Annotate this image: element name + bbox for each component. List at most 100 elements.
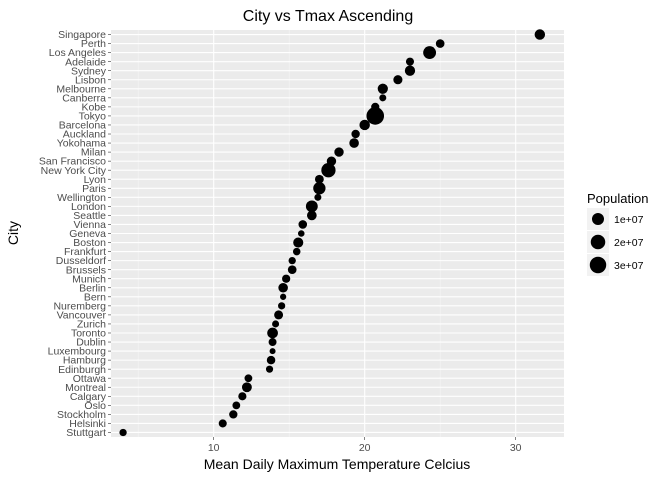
- y-tick-label: Canberra: [62, 92, 106, 104]
- y-tick-label: Ottawa: [73, 373, 106, 385]
- y-tick-label: San Francisco: [39, 156, 106, 168]
- data-point: [334, 147, 344, 157]
- legend-entries: 1e+07 2e+07 3e+07: [587, 208, 644, 276]
- data-point: [314, 193, 322, 201]
- data-point: [267, 327, 278, 339]
- y-axis-title: City: [5, 221, 21, 245]
- y-tick-label: Nuremberg: [53, 300, 106, 312]
- chart-title: City vs Tmax Ascending: [243, 8, 413, 25]
- y-tick-label: Barcelona: [59, 120, 106, 132]
- data-point: [244, 374, 253, 383]
- y-tick-label: Oslo: [84, 400, 106, 412]
- y-tick-label: Paris: [82, 183, 106, 195]
- data-point: [297, 230, 305, 237]
- y-tick-label: Berlin: [79, 282, 106, 294]
- data-point: [379, 94, 387, 102]
- y-tick-label: Melbourne: [56, 83, 106, 95]
- data-points: [119, 29, 546, 437]
- y-tick-label: Milan: [81, 147, 106, 159]
- data-point: [274, 310, 284, 320]
- data-point: [272, 320, 280, 328]
- y-tick-label: Montreal: [65, 382, 106, 394]
- y-tick-label: Stockholm: [57, 409, 106, 421]
- data-point: [287, 265, 297, 275]
- y-tick-label: London: [71, 201, 106, 213]
- data-point: [280, 293, 287, 300]
- y-tick-label: Sydney: [71, 65, 107, 77]
- y-tick-label: Luxembourg: [48, 346, 107, 358]
- data-point: [241, 382, 252, 393]
- data-point: [229, 410, 238, 419]
- y-tick-label: Frankfurt: [64, 246, 106, 258]
- data-point: [293, 237, 304, 248]
- legend-key: [590, 234, 606, 250]
- data-point: [321, 163, 336, 178]
- legend: Population 1e+07 2e+07 3e+07: [587, 191, 648, 276]
- data-point: [435, 39, 445, 48]
- data-point: [119, 428, 127, 437]
- y-tick-label: Tokyo: [79, 111, 107, 123]
- y-tick-label: Wellington: [57, 192, 106, 204]
- data-point: [278, 282, 288, 293]
- y-tick-label: Los Angeles: [49, 47, 106, 59]
- data-point: [268, 338, 277, 347]
- data-point: [232, 401, 241, 410]
- legend-label: 2e+07: [614, 237, 644, 249]
- legend-label: 1e+07: [614, 214, 644, 226]
- gridlines: [111, 30, 564, 437]
- y-tick-label: Munich: [72, 273, 106, 285]
- y-tick-label: Auckland: [63, 129, 106, 141]
- data-point: [534, 29, 546, 40]
- y-tick-label: Singapore: [58, 29, 106, 41]
- data-point: [288, 256, 296, 265]
- y-tick-label: Hamburg: [63, 355, 106, 367]
- x-tick-label: 10: [208, 442, 220, 454]
- y-tick-label: Yokohama: [57, 138, 106, 150]
- data-point: [305, 200, 318, 213]
- y-tick-label: Edinburgh: [58, 364, 106, 376]
- data-point: [269, 348, 276, 355]
- data-point: [238, 392, 247, 401]
- y-tick-label: Geneva: [69, 228, 106, 240]
- data-point: [405, 57, 415, 66]
- y-tick-label: Seattle: [73, 210, 106, 222]
- data-point: [314, 174, 324, 184]
- x-axis-title: Mean Daily Maximum Temperature Celcius: [204, 456, 471, 472]
- y-tick-label: Vancouver: [57, 310, 107, 322]
- data-point: [349, 138, 359, 148]
- x-tick-label: 30: [510, 442, 522, 454]
- y-tick-label: Vienna: [73, 219, 106, 231]
- y-tick-label: Brussels: [66, 264, 106, 276]
- data-point: [278, 302, 286, 310]
- y-tick-label: Helsinki: [69, 418, 106, 430]
- data-point: [404, 65, 416, 76]
- legend-label: 3e+07: [614, 260, 644, 272]
- data-point: [265, 365, 274, 373]
- x-tick-label: 20: [359, 442, 371, 454]
- y-tick-label: New York City: [41, 165, 107, 177]
- data-point: [423, 46, 437, 60]
- y-tick-label: Adelaide: [65, 56, 106, 68]
- legend-key: [589, 256, 607, 274]
- data-point: [292, 247, 301, 256]
- data-point: [313, 182, 326, 195]
- y-tick-label: Dublin: [76, 337, 106, 349]
- y-tick-label: Boston: [73, 237, 106, 249]
- y-tick-label: Zurich: [77, 319, 106, 331]
- data-point: [351, 129, 360, 139]
- y-tick-label: Lyon: [84, 174, 107, 186]
- y-tick-label: Perth: [81, 38, 106, 50]
- data-point: [377, 83, 388, 94]
- legend-title: Population: [587, 191, 648, 206]
- y-tick-label: Calgary: [70, 391, 107, 403]
- y-tick-label: Dusseldorf: [56, 255, 106, 267]
- data-point: [359, 119, 370, 131]
- y-tick-label: Kobe: [81, 101, 106, 113]
- y-tick-label: Lisbon: [75, 74, 106, 86]
- data-point: [298, 220, 308, 229]
- legend-key: [591, 212, 605, 226]
- y-tick-label: Bern: [84, 291, 106, 303]
- data-point: [393, 75, 403, 85]
